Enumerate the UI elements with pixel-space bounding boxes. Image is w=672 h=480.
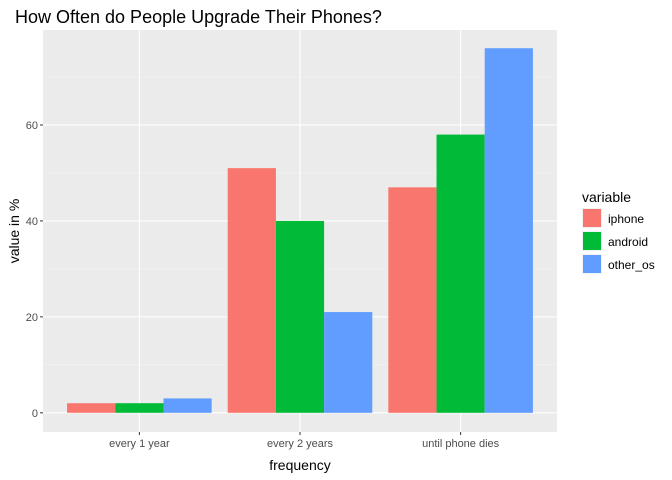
- legend-swatch-other_os: [583, 255, 601, 273]
- y-axis-ticks: 0 20 40 60: [26, 120, 43, 420]
- chart-title: How Often do People Upgrade Their Phones…: [15, 7, 382, 27]
- legend-label: android: [608, 235, 648, 249]
- bar-other_os: [484, 48, 533, 413]
- bar-other_os: [163, 398, 212, 413]
- legend-title: variable: [582, 189, 631, 205]
- y-tick-label: 20: [26, 312, 38, 324]
- x-tick-label: every 2 years: [267, 438, 334, 450]
- bar-android: [436, 134, 485, 413]
- legend-swatch-iphone: [583, 209, 601, 227]
- x-axis-ticks: every 1 year every 2 years until phone die…: [109, 432, 500, 450]
- x-axis-title: frequency: [269, 457, 330, 473]
- legend: variable iphone android other_os: [582, 189, 655, 274]
- y-tick-label: 60: [26, 120, 38, 132]
- bar-iphone: [67, 403, 116, 413]
- legend-label: iphone: [608, 212, 644, 226]
- bars: [67, 48, 533, 413]
- bar-android: [115, 403, 164, 413]
- x-tick-label: until phone dies: [422, 438, 500, 450]
- bar-other_os: [324, 312, 373, 413]
- bar-android: [275, 220, 325, 413]
- bar-iphone: [388, 187, 437, 413]
- bar-iphone: [227, 168, 276, 413]
- y-axis-title: value in %: [6, 199, 22, 264]
- x-tick-label: every 1 year: [109, 438, 170, 450]
- legend-swatch-android: [583, 232, 601, 250]
- legend-label: other_os: [608, 258, 655, 272]
- y-tick-label: 0: [32, 408, 38, 420]
- y-tick-label: 40: [26, 216, 38, 228]
